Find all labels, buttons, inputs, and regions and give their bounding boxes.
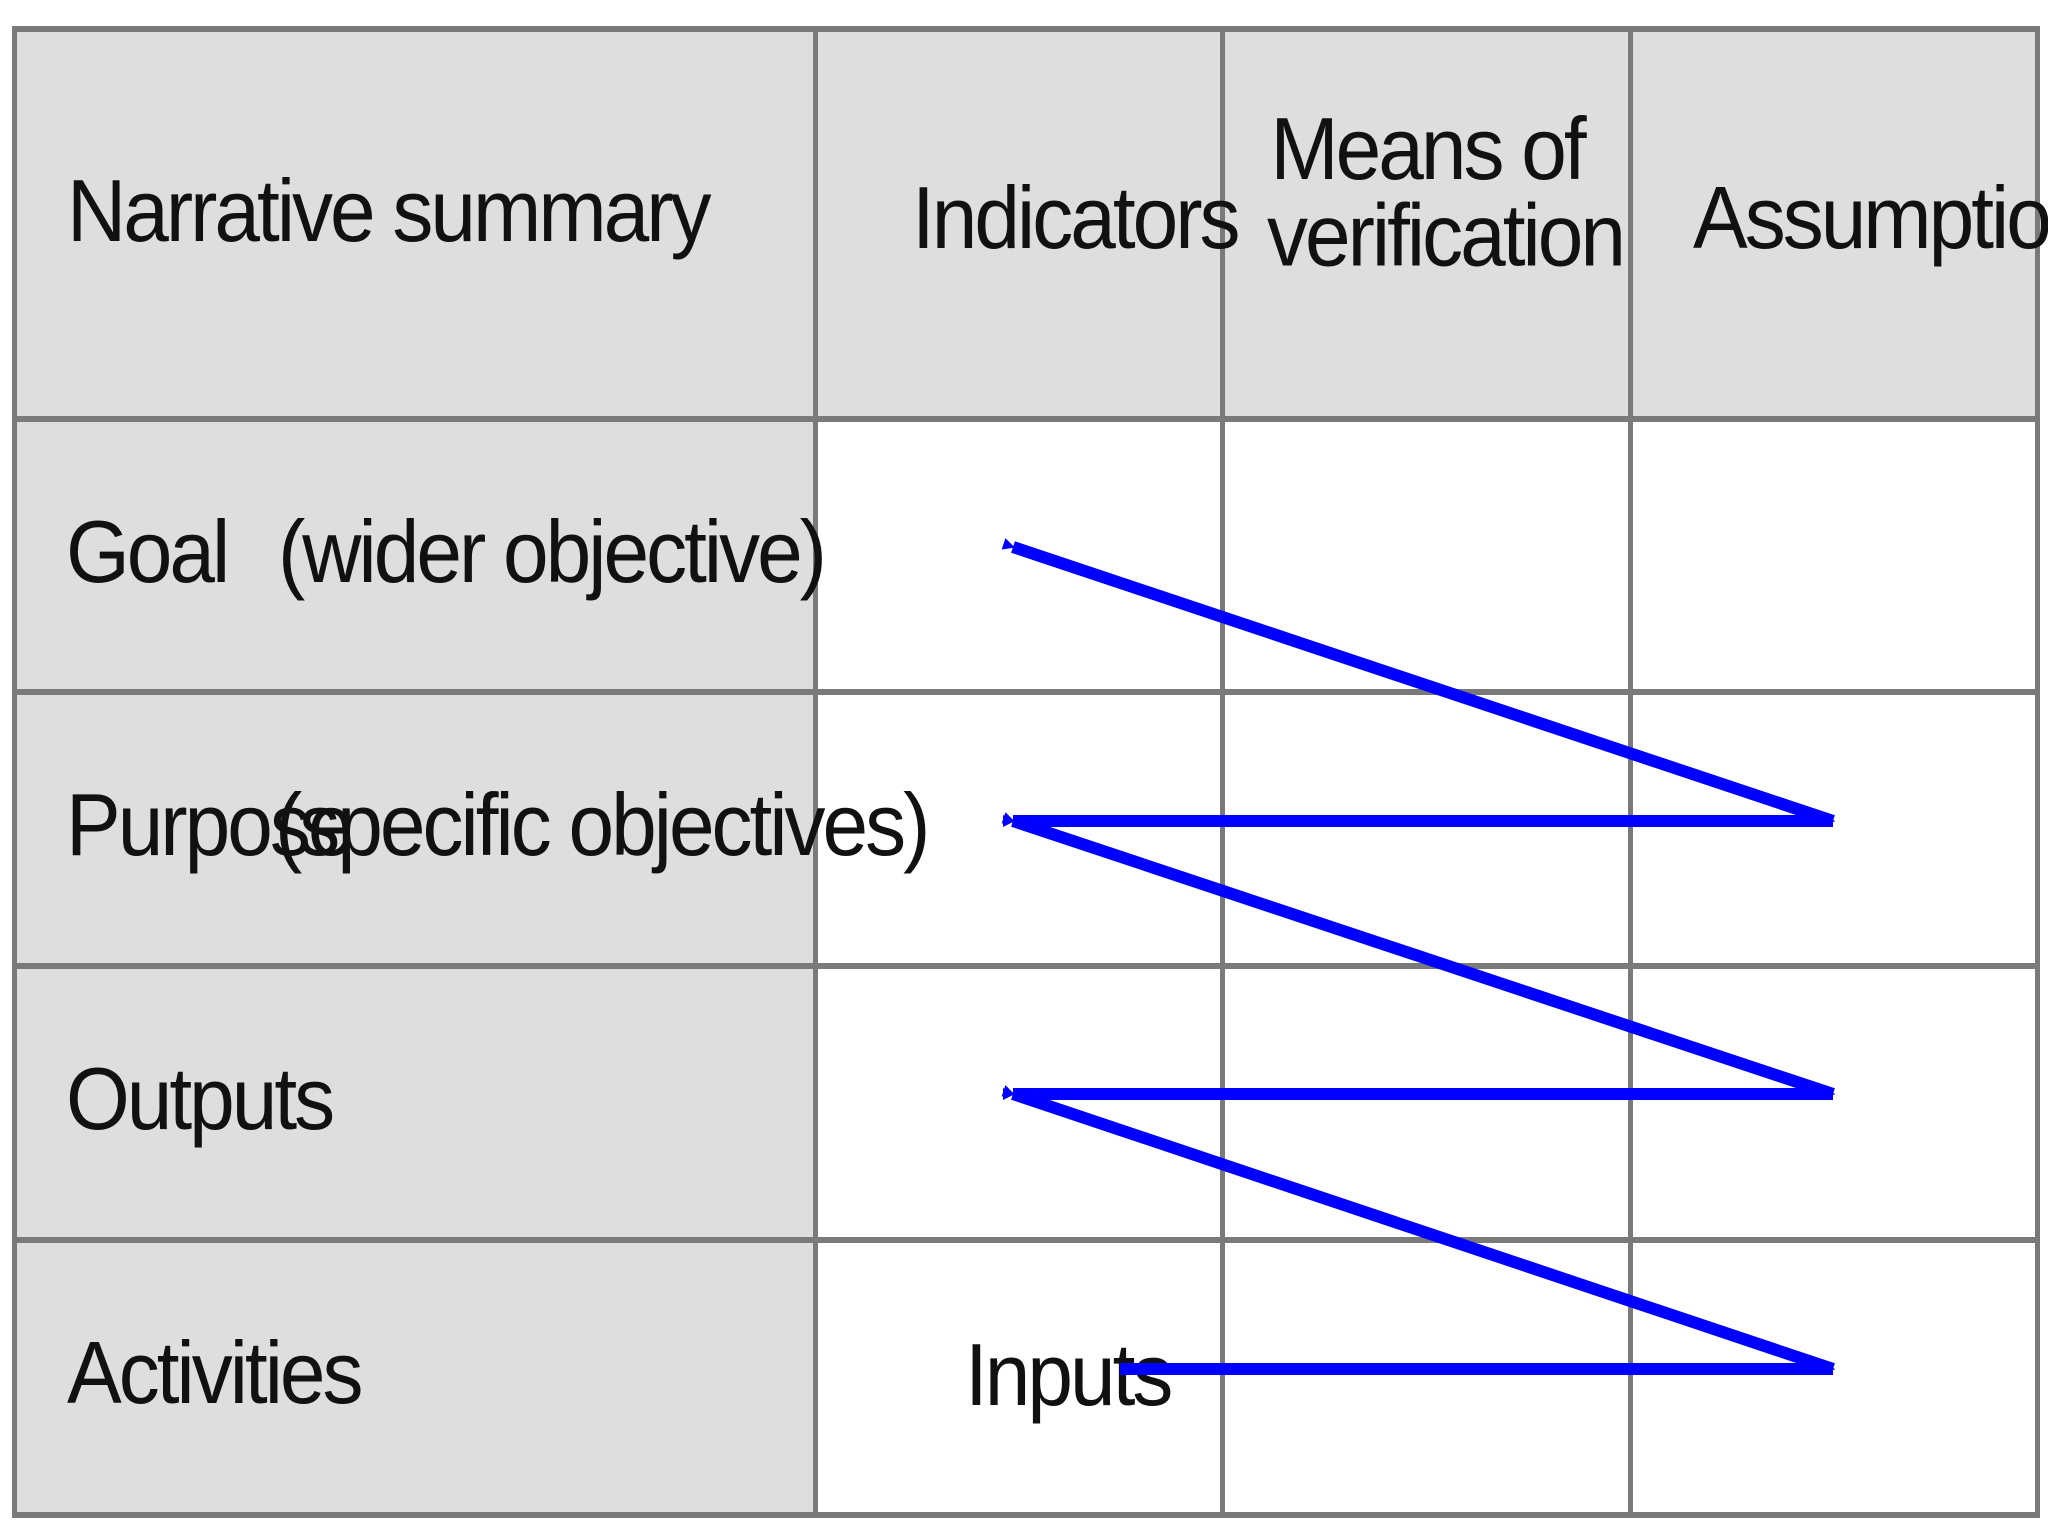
arrow-outputs-to-activity-assumption (1001, 1085, 1835, 1375)
row-goal-detail: (wider objective) (278, 503, 827, 602)
header-divider (14, 416, 2038, 422)
row-goal-label: Goal (66, 503, 230, 602)
arrow-goal-to-purpose-assumption (1001, 538, 1835, 827)
row-purpose-detail: (specific objectives) (275, 776, 930, 875)
row-outputs-label: Outputs (66, 1050, 335, 1149)
header-background (14, 29, 2038, 419)
row-activities-label: Activities (67, 1324, 364, 1423)
top-border (14, 26, 2038, 32)
left-border (12, 26, 17, 1518)
row-purpose-label: Purpose (66, 776, 353, 875)
header-assumptions: Assumptions (1693, 169, 2048, 268)
header-narrative-summary: Narrative summary (67, 162, 712, 261)
right-border (2035, 26, 2040, 1518)
header-means-of-verification: Means of verification (1267, 100, 1626, 286)
column-divider-1 (813, 26, 818, 1518)
arrow-purpose-to-output-assumption (1001, 812, 1835, 1100)
bottom-border (14, 1512, 2038, 1518)
header-indicators: Indicators (912, 169, 1241, 268)
